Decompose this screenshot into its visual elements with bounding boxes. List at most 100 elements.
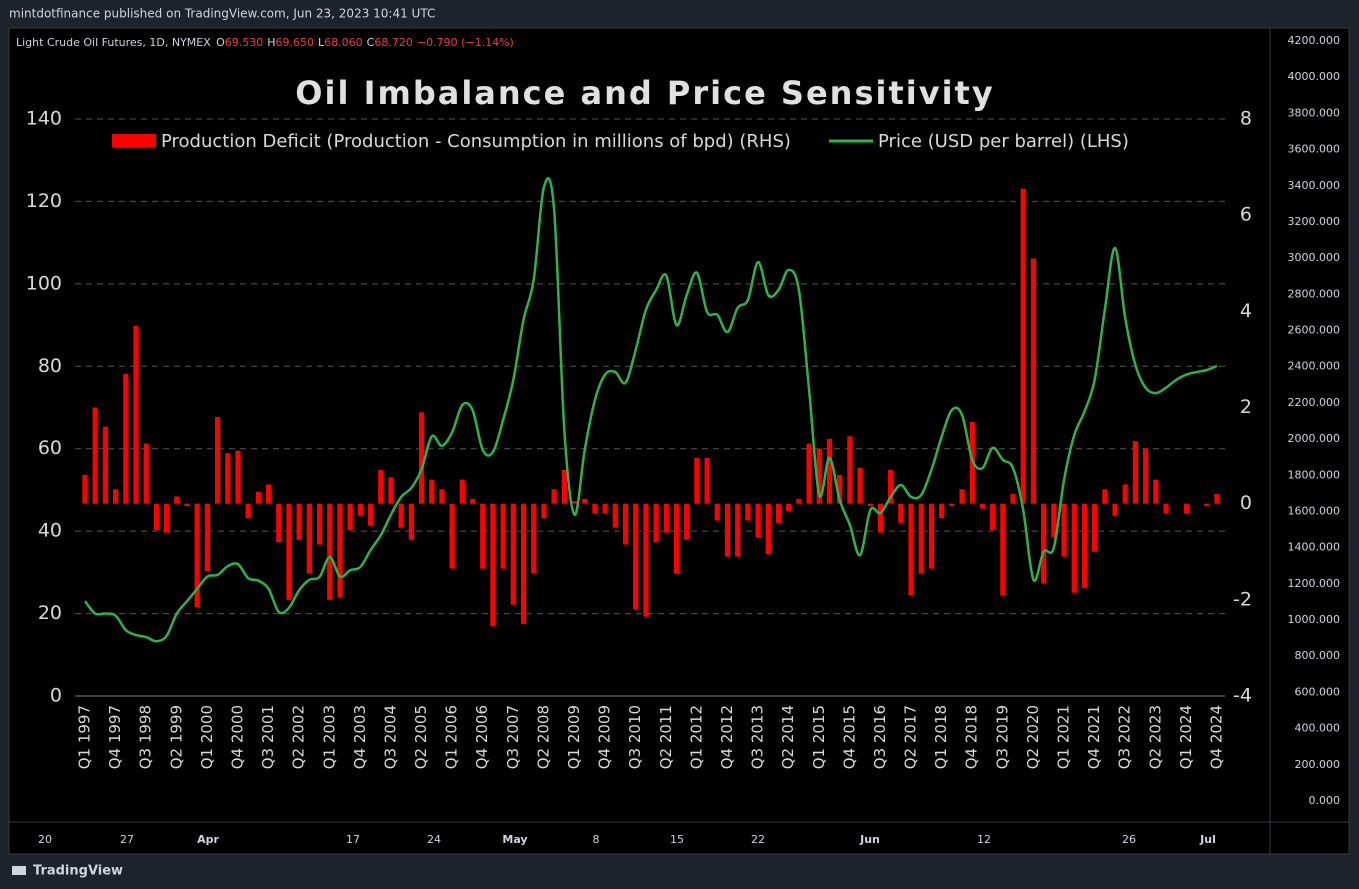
bar xyxy=(184,503,190,507)
time-axis-label: Jun xyxy=(859,833,880,846)
y2-tick-label: 6 xyxy=(1240,204,1252,226)
bar xyxy=(877,503,884,533)
price-axis-label: 1200.000 xyxy=(1288,577,1341,590)
bar xyxy=(684,503,690,540)
symbol-part: C xyxy=(367,36,375,49)
y2-tick-label: 8 xyxy=(1240,108,1252,130)
y-tick-label: 0 xyxy=(50,685,62,707)
bar xyxy=(898,503,904,523)
x-tick-label: Q1 2003 xyxy=(320,705,338,769)
bar xyxy=(327,503,333,600)
bar xyxy=(1132,441,1139,504)
bar xyxy=(867,503,873,507)
chart-title: Oil Imbalance and Price Sensitivity xyxy=(295,74,994,112)
y-tick-label: 120 xyxy=(26,190,62,212)
bar xyxy=(398,503,404,528)
bar xyxy=(786,503,792,511)
bar xyxy=(1081,503,1088,588)
price-axis-label: 3800.000 xyxy=(1288,106,1341,119)
y2-tick-label: 4 xyxy=(1240,300,1252,322)
bar xyxy=(571,501,578,504)
x-tick-label: Q2 2008 xyxy=(534,705,552,769)
bar xyxy=(939,503,945,519)
y-tick-label: 20 xyxy=(38,602,62,624)
time-axis-label: 17 xyxy=(346,833,360,846)
bar xyxy=(102,426,108,504)
bar xyxy=(1071,503,1077,593)
bar xyxy=(255,491,261,504)
bar xyxy=(316,503,323,545)
symbol-part: 69.530 xyxy=(225,36,264,49)
x-tick-label: Q2 1999 xyxy=(167,705,185,769)
bar xyxy=(673,503,680,574)
bar xyxy=(959,489,965,504)
time-axis-label: 15 xyxy=(670,833,684,846)
x-tick-label: Q4 1997 xyxy=(106,705,124,769)
symbol-line: Light Crude Oil Futures, 1D, NYMEX O69.53… xyxy=(16,36,514,49)
bar xyxy=(1112,503,1118,516)
bar xyxy=(949,503,955,507)
bar xyxy=(990,503,996,531)
y-tick-label: 100 xyxy=(26,272,62,294)
x-tick-label: Q2 2002 xyxy=(290,705,308,769)
price-axis-label: 3400.000 xyxy=(1288,179,1341,192)
price-axis-label: 2600.000 xyxy=(1288,324,1341,337)
x-tick-label: Q4 2021 xyxy=(1085,705,1103,769)
bar xyxy=(602,503,608,514)
bar xyxy=(245,503,251,519)
bar xyxy=(735,503,741,557)
bar xyxy=(918,503,924,574)
price-line xyxy=(84,177,1218,643)
bar xyxy=(378,470,384,504)
symbol-part: H xyxy=(267,36,275,49)
x-tick-label: Q3 2001 xyxy=(259,705,277,769)
bar xyxy=(796,498,802,504)
x-tick-label: Q1 2009 xyxy=(565,705,583,769)
y2-tick-label: -2 xyxy=(1233,588,1252,610)
bar xyxy=(214,417,221,504)
x-tick-label: Q4 2024 xyxy=(1208,705,1226,769)
bar xyxy=(357,503,363,516)
bar xyxy=(306,503,312,574)
time-axis-label: 27 xyxy=(120,833,134,846)
x-tick-label: Q3 2007 xyxy=(504,705,522,769)
bar xyxy=(1163,503,1169,514)
y2-tick-label: 2 xyxy=(1240,396,1252,418)
y-tick-label: 80 xyxy=(38,355,62,377)
bar xyxy=(296,503,302,540)
x-tick-label: Q2 2005 xyxy=(412,705,430,769)
bar xyxy=(367,503,374,526)
bar xyxy=(724,503,731,557)
bar xyxy=(480,503,486,569)
price-axis-label: 3600.000 xyxy=(1288,143,1341,156)
bar xyxy=(1041,503,1047,584)
bar xyxy=(449,503,455,569)
bar xyxy=(755,503,761,538)
bar xyxy=(663,503,669,533)
symbol-part: 68.720 xyxy=(374,36,413,49)
price-axis-label: 2000.000 xyxy=(1288,432,1341,445)
bar xyxy=(510,503,516,605)
bar xyxy=(592,503,598,514)
x-tick-label: Q4 2006 xyxy=(473,705,491,769)
bar xyxy=(1030,258,1037,504)
x-tick-label: Q3 2016 xyxy=(871,705,889,769)
price-axis-label: 2200.000 xyxy=(1288,396,1341,409)
bar xyxy=(633,503,639,610)
bar xyxy=(1143,448,1149,504)
x-tick-label: Q4 2018 xyxy=(963,705,981,769)
y2-tick-label: 0 xyxy=(1240,492,1252,514)
bar xyxy=(908,503,914,596)
price-axis-label: 1000.000 xyxy=(1288,613,1341,626)
x-tick-label: Q1 2006 xyxy=(443,705,461,769)
time-axis-label: 8 xyxy=(593,833,600,846)
x-tick-label: Q4 2012 xyxy=(718,705,736,769)
bar xyxy=(1122,484,1128,504)
price-axis-label: 400.000 xyxy=(1295,722,1341,735)
bar xyxy=(500,503,506,569)
x-tick-label: Q2 2020 xyxy=(1024,705,1042,769)
bar xyxy=(1051,503,1057,538)
bar xyxy=(82,474,88,504)
x-tick-label: Q4 2015 xyxy=(840,705,858,769)
